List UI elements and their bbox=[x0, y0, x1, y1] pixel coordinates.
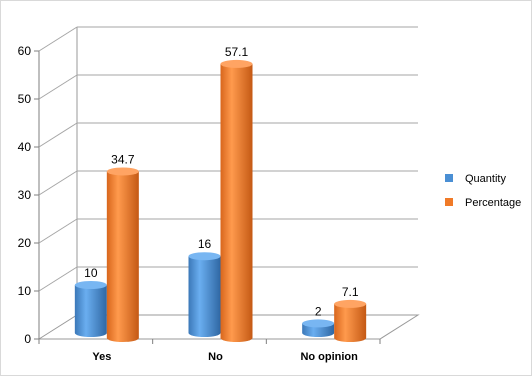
gridline-diagonal bbox=[38, 122, 78, 148]
bar-top bbox=[106, 167, 139, 176]
legend-label-quantity: Quantity bbox=[465, 173, 506, 185]
data-label: 7.1 bbox=[342, 285, 359, 299]
y-tick-label: 20 bbox=[18, 236, 32, 250]
x-tick-label: No bbox=[208, 351, 223, 363]
bar-body bbox=[188, 256, 221, 337]
y-tick-label: 10 bbox=[18, 284, 32, 298]
bar-percentage-no-opinion bbox=[334, 299, 367, 342]
y-tick-label: 60 bbox=[18, 44, 32, 58]
bar-body bbox=[334, 303, 367, 342]
bar-top bbox=[188, 252, 221, 261]
x-tick-label: Yes bbox=[92, 351, 111, 363]
bar-top bbox=[74, 281, 107, 289]
bar-top bbox=[302, 319, 335, 328]
gridline-diagonal bbox=[38, 218, 78, 244]
bar-body bbox=[74, 285, 107, 337]
data-label: 34.7 bbox=[111, 152, 135, 166]
data-label: 10 bbox=[84, 266, 98, 280]
x-tick-label: No opinion bbox=[300, 351, 358, 363]
legend: Quantity Percentage bbox=[445, 173, 521, 209]
bar-percentage-yes bbox=[106, 167, 139, 342]
gridline-diagonal bbox=[38, 74, 78, 100]
bar-quantity-yes bbox=[74, 281, 107, 337]
bar-body bbox=[106, 171, 139, 342]
bar-top bbox=[220, 59, 253, 68]
y-tick-label: 40 bbox=[18, 140, 32, 154]
y-tick-label: 0 bbox=[24, 332, 31, 346]
bar-top bbox=[334, 299, 367, 308]
y-tick-label: 50 bbox=[18, 92, 32, 106]
bar-quantity-no-opinion bbox=[302, 319, 335, 337]
bar-percentage-no bbox=[220, 59, 253, 343]
bar-quantity-no bbox=[188, 252, 221, 337]
data-label: 16 bbox=[198, 237, 212, 251]
gridline-diagonal bbox=[38, 266, 78, 292]
data-label: 57.1 bbox=[225, 45, 249, 59]
legend-swatch-percentage bbox=[445, 198, 453, 206]
legend-label-percentage: Percentage bbox=[465, 197, 521, 209]
bar-body bbox=[220, 63, 253, 343]
text-layer: 0 10 20 30 40 50 60 10 34.7 Yes 16 57.1 No 2 7.1 No opi… bbox=[18, 44, 359, 363]
gridline-diagonal bbox=[38, 26, 78, 52]
y-tick-label: 30 bbox=[18, 188, 32, 202]
data-label: 2 bbox=[315, 304, 322, 318]
gridline-diagonal bbox=[38, 170, 78, 196]
bars-layer bbox=[74, 59, 367, 343]
legend-swatch-quantity bbox=[445, 174, 453, 182]
